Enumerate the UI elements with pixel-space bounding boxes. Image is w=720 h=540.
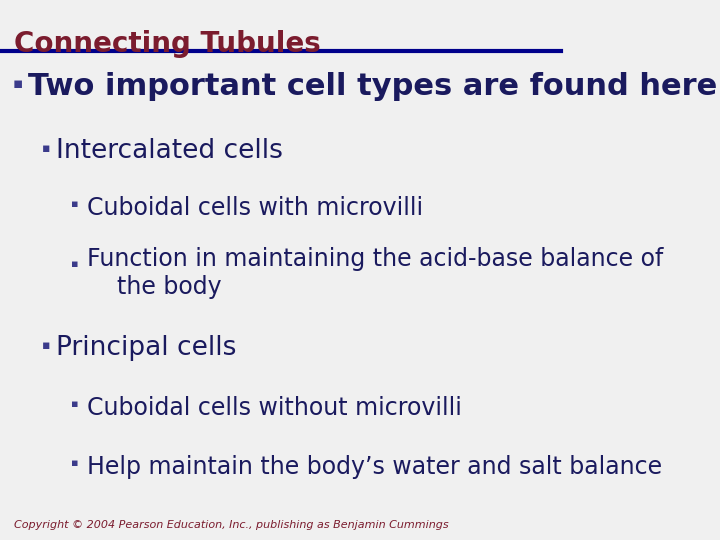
Text: ▪: ▪ <box>42 142 50 155</box>
Text: Cuboidal cells without microvilli: Cuboidal cells without microvilli <box>87 396 462 420</box>
Text: Copyright © 2004 Pearson Education, Inc., publishing as Benjamin Cummings: Copyright © 2004 Pearson Education, Inc.… <box>14 520 449 530</box>
Text: ▪: ▪ <box>42 339 50 352</box>
Text: Help maintain the body’s water and salt balance: Help maintain the body’s water and salt … <box>87 455 662 479</box>
Text: Principal cells: Principal cells <box>56 335 236 361</box>
Text: ▪: ▪ <box>71 259 78 268</box>
Text: ▪: ▪ <box>13 76 23 91</box>
Text: Intercalated cells: Intercalated cells <box>56 138 283 164</box>
Text: Cuboidal cells with microvilli: Cuboidal cells with microvilli <box>87 196 423 220</box>
Text: ▪: ▪ <box>71 399 78 409</box>
Text: Connecting Tubules: Connecting Tubules <box>14 30 321 58</box>
Text: ▪: ▪ <box>71 458 78 468</box>
Text: Function in maintaining the acid-base balance of
    the body: Function in maintaining the acid-base ba… <box>87 247 663 299</box>
Text: Two important cell types are found here: Two important cell types are found here <box>28 72 717 101</box>
Text: ▪: ▪ <box>71 199 78 209</box>
